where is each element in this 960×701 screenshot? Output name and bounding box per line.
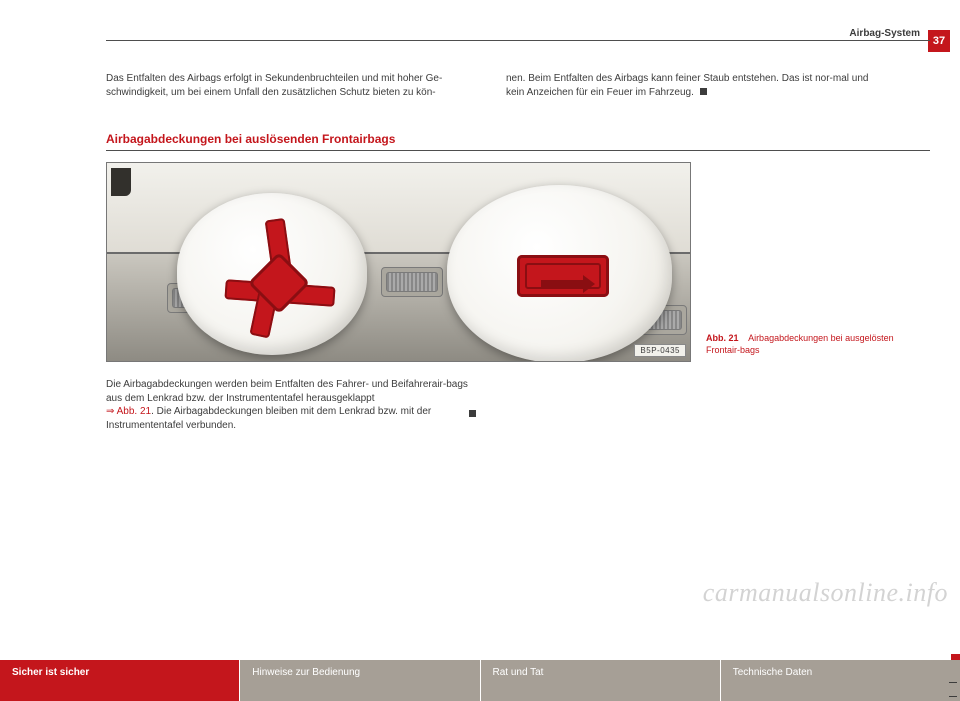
figure-code-label: B5P-0435 bbox=[634, 344, 686, 357]
figure-passenger-cover bbox=[517, 255, 609, 297]
end-of-section-marker bbox=[469, 410, 476, 417]
page: 37 Airbag-System Das Entfalten des Airba… bbox=[0, 0, 960, 660]
under-figure-text-1: Die Airbagabdeckungen werden beim Entfal… bbox=[106, 379, 468, 404]
body-col-right: nen. Beim Entfalten des Airbags kann fei… bbox=[506, 72, 876, 99]
watermark: carmanualsonline.info bbox=[703, 578, 948, 608]
footer-tick-marks bbox=[949, 660, 957, 701]
figure-center-vent bbox=[381, 267, 443, 297]
header-section-title: Airbag-System bbox=[849, 28, 920, 39]
body-col-left: Das Entfalten des Airbags erfolgt in Sek… bbox=[106, 72, 476, 99]
figure-caption-label: Abb. 21 bbox=[706, 333, 739, 343]
subheading-rule bbox=[106, 150, 930, 151]
page-number: 37 bbox=[928, 30, 950, 52]
figure-caption: Abb. 21 Airbagabdeckungen bei ausgelöste… bbox=[706, 333, 906, 356]
footer-tab-techdata[interactable]: Technische Daten bbox=[721, 660, 960, 701]
body-left-text: Das Entfalten des Airbags erfolgt in Sek… bbox=[106, 73, 442, 98]
subheading: Airbagabdeckungen bei auslösenden Fronta… bbox=[106, 132, 395, 146]
footer-nav: Sicher ist sicher Hinweise zur Bedienung… bbox=[0, 660, 960, 701]
under-figure-text-2: . Die Airbagabdeckungen bleiben mit dem … bbox=[106, 406, 431, 431]
header-rule bbox=[106, 40, 930, 41]
body-right-text: nen. Beim Entfalten des Airbags kann fei… bbox=[506, 73, 868, 98]
figure-a-pillar bbox=[111, 168, 131, 196]
figure-reference-link[interactable]: ⇒ Abb. 21 bbox=[106, 406, 151, 417]
under-figure-paragraph: Die Airbagabdeckungen werden beim Entfal… bbox=[106, 378, 476, 432]
figure-arrow-icon bbox=[541, 280, 585, 288]
footer-tab-operation[interactable]: Hinweise zur Bedienung bbox=[240, 660, 480, 701]
end-of-section-marker bbox=[700, 88, 707, 95]
footer-tab-safety[interactable]: Sicher ist sicher bbox=[0, 660, 240, 701]
figure-airbag-illustration: B5P-0435 bbox=[106, 162, 691, 362]
footer-tab-advice[interactable]: Rat und Tat bbox=[481, 660, 721, 701]
